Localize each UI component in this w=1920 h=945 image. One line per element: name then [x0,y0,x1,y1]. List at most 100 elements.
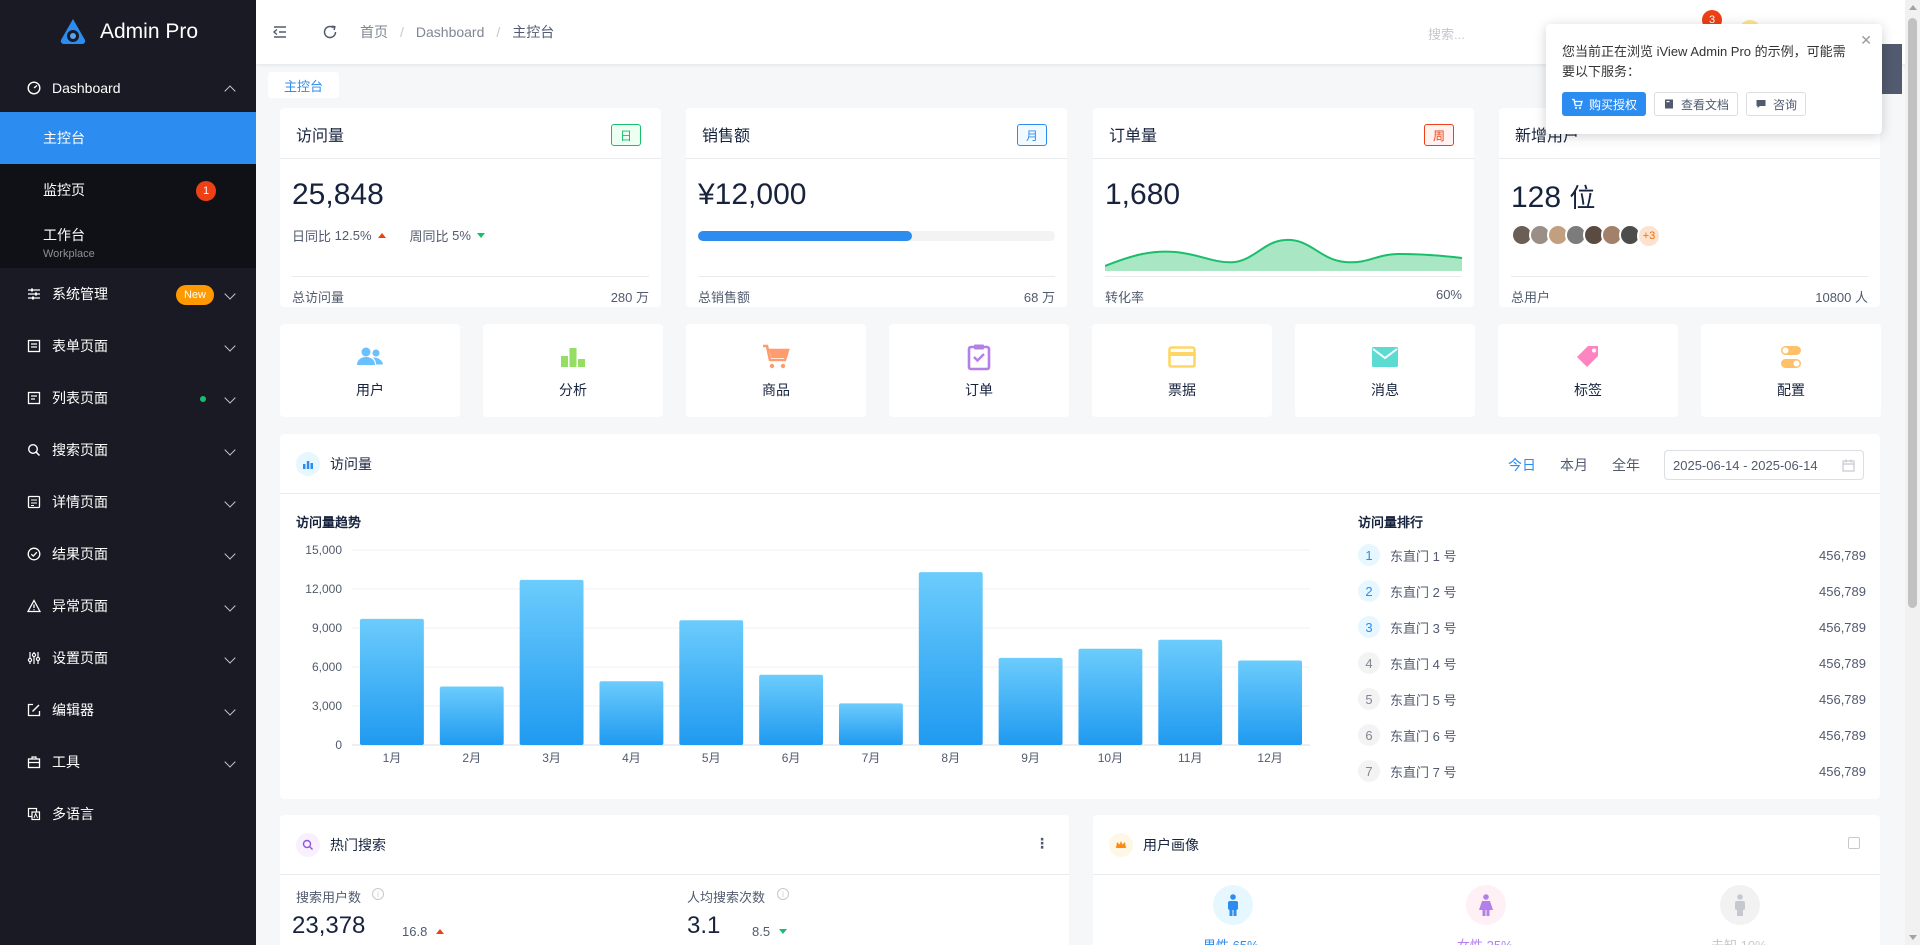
bar-1月[interactable] [359,618,424,745]
quick-entry-products[interactable]: 商品 [686,324,866,417]
menu-fold-icon[interactable] [270,22,290,42]
scroll-down-icon[interactable] [1909,935,1917,940]
sidebar-item-label: 异常页面 [52,598,108,614]
close-icon[interactable]: ✕ [1860,32,1872,48]
logo[interactable]: Admin Pro [0,0,256,64]
sidebar-item-tools[interactable]: 工具 [0,736,256,788]
panel-header: 用户画像 [1093,815,1880,875]
rank-name: 东直门 6 号 [1390,728,1457,744]
avatar-more[interactable]: +3 [1637,224,1661,248]
divider [686,158,1067,159]
quick-entry-users[interactable]: 用户 [280,324,460,417]
trend-title: 访问量趋势 [296,515,362,530]
chevron-down-icon [224,392,236,404]
more-icon[interactable]: ⋮ [1035,835,1049,851]
x-tick-label: 8月 [941,751,960,765]
sidebar-item-list[interactable]: 列表页面 [0,372,256,424]
breadcrumb-home[interactable]: 首页 [360,24,388,40]
scrollbar-thumb[interactable] [1908,18,1917,608]
quick-entry-tickets[interactable]: 票据 [1092,324,1272,417]
toggle-config-icon [1781,345,1801,368]
sidebar-item-exception[interactable]: 异常页面 [0,580,256,632]
bar-3月[interactable] [519,579,584,745]
bar-12月[interactable] [1238,660,1303,746]
page-scrollbar[interactable] [1905,0,1920,945]
users-label: 搜索用户数 [296,890,362,905]
breadcrumb-dashboard[interactable]: Dashboard [415,24,485,40]
sidebar-item-form[interactable]: 表单页面 [0,320,256,372]
quick-entry-analytics[interactable]: 分析 [483,324,663,417]
ranking-row[interactable]: 5 东直门 5 号 456,789 [1358,687,1866,711]
date-range-picker[interactable]: 2025-06-14 - 2025-06-14 [1664,450,1864,480]
quick-entry-config[interactable]: 配置 [1701,324,1881,417]
view-docs-button[interactable]: 查看文档 [1654,92,1739,116]
range-year[interactable]: 全年 [1612,457,1640,473]
bar-11月[interactable] [1158,639,1223,745]
sidebar-item-search[interactable]: 搜索页面 [0,424,256,476]
buy-license-button[interactable]: 购买授权 [1562,92,1647,116]
quick-entry-tags[interactable]: 标签 [1498,324,1678,417]
ranking-row[interactable]: 4 东直门 4 号 456,789 [1358,651,1866,675]
bar-4月[interactable] [599,681,664,745]
tab-console[interactable]: 主控台 [268,72,340,98]
week-compare-value: 5% [452,228,471,243]
info-icon[interactable]: i [372,888,384,900]
orders-sparkline [1105,238,1462,271]
search-input[interactable]: 搜索... [1428,27,1465,42]
bar-6月[interactable] [759,674,824,745]
bar-5月[interactable] [679,620,744,745]
quick-entry-messages[interactable]: 消息 [1295,324,1475,417]
chevron-down-icon [224,340,236,352]
ranking-row[interactable]: 1 东直门 1 号 456,789 [1358,543,1866,567]
sidebar-item-label: 列表页面 [52,390,108,406]
chevron-down-icon [224,756,236,768]
scroll-up-icon[interactable] [1909,5,1917,10]
ranking-row[interactable]: 2 东直门 2 号 456,789 [1358,579,1866,603]
range-month[interactable]: 本月 [1560,457,1588,473]
bar-chart-icon [296,451,320,476]
ranking-row[interactable]: 7 东直门 7 号 456,789 [1358,759,1866,783]
sidebar-item-workplace[interactable]: 工作台 Workplace [0,216,256,268]
period-tag: 周 [1423,124,1454,146]
bar-8月[interactable] [918,572,983,745]
refresh-icon[interactable] [320,22,340,42]
sidebar-item-settings[interactable]: 设置页面 [0,632,256,684]
stat-card-new-users: 新增用户 128 位 +3 总用户 10800 人 [1499,108,1880,307]
avatar-group: +3 [1511,224,1661,248]
consult-button[interactable]: 咨询 [1746,92,1807,116]
rank-number: 5 [1358,688,1380,710]
sidebar-item-dashboard[interactable]: Dashboard [0,64,256,112]
monitor-badge: 1 [196,181,216,201]
y-tick-label: 12,000 [305,582,342,596]
edit-icon [26,702,42,718]
sidebar-item-console[interactable]: 主控台 [0,112,256,164]
bar-9月[interactable] [998,657,1063,745]
info-icon[interactable]: i [777,888,789,900]
range-today[interactable]: 今日 [1508,457,1536,473]
card-footer: 转化率 60% [1105,276,1462,306]
sidebar-item-system[interactable]: 系统管理 New [0,268,256,320]
rank-value: 456,789 [1819,583,1866,599]
panel-header: 访问量 [280,434,1880,494]
quick-entry-orders[interactable]: 订单 [889,324,1069,417]
bar-10月[interactable] [1078,648,1143,745]
x-tick-label: 12月 [1257,751,1282,765]
ranking-row[interactable]: 6 东直门 6 号 456,789 [1358,723,1866,747]
app-title: Admin Pro [99,20,199,43]
ranking-row[interactable]: 3 东直门 3 号 456,789 [1358,615,1866,639]
sidebar-item-editor[interactable]: 编辑器 [0,684,256,736]
rank-number: 2 [1358,580,1380,602]
panel-title: 热门搜索 [330,836,386,853]
list-icon [26,390,42,406]
sidebar-item-detail[interactable]: 详情页面 [0,476,256,528]
download-icon[interactable] [1848,837,1860,849]
bar-7月[interactable] [838,703,903,745]
sidebar-item-result[interactable]: 结果页面 [0,528,256,580]
quick-entry-label: 标签 [1574,381,1602,398]
sidebar-item-i18n[interactable]: 多语言 [0,788,256,840]
week-compare-label: 周同比 [409,229,449,244]
user-portrait-panel: 用户画像 男性 65% 女性 25% 未知 10% [1093,815,1880,945]
bar-2月[interactable] [439,686,504,746]
range-selector: 今日 本月 全年 2025-06-14 - 2025-06-14 [1508,450,1864,480]
sidebar-item-monitor[interactable]: 监控页 1 [0,164,256,216]
